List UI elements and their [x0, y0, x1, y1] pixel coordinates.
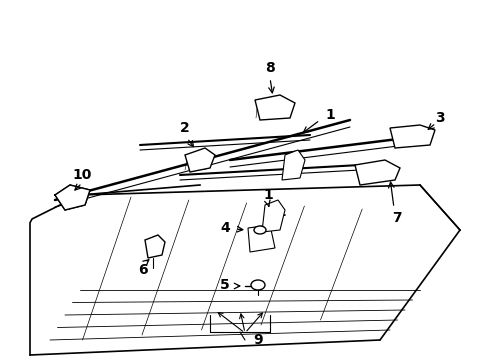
- Polygon shape: [282, 150, 305, 180]
- Ellipse shape: [253, 226, 265, 234]
- Text: 8: 8: [264, 61, 274, 75]
- Text: 5: 5: [220, 278, 229, 292]
- Text: 6: 6: [138, 263, 147, 277]
- Text: 1: 1: [325, 108, 334, 122]
- Ellipse shape: [250, 280, 264, 290]
- Polygon shape: [254, 95, 294, 120]
- Polygon shape: [389, 125, 434, 148]
- Text: 10: 10: [72, 168, 92, 182]
- Text: 4: 4: [220, 221, 229, 235]
- Polygon shape: [354, 160, 399, 185]
- Text: 9: 9: [253, 333, 262, 347]
- Polygon shape: [145, 235, 164, 258]
- Polygon shape: [247, 225, 274, 252]
- Text: 2: 2: [180, 121, 189, 135]
- Text: 7: 7: [391, 211, 401, 225]
- Text: 1: 1: [263, 188, 272, 202]
- Polygon shape: [55, 185, 90, 210]
- Polygon shape: [262, 200, 285, 232]
- Text: 3: 3: [434, 111, 444, 125]
- Polygon shape: [184, 148, 215, 172]
